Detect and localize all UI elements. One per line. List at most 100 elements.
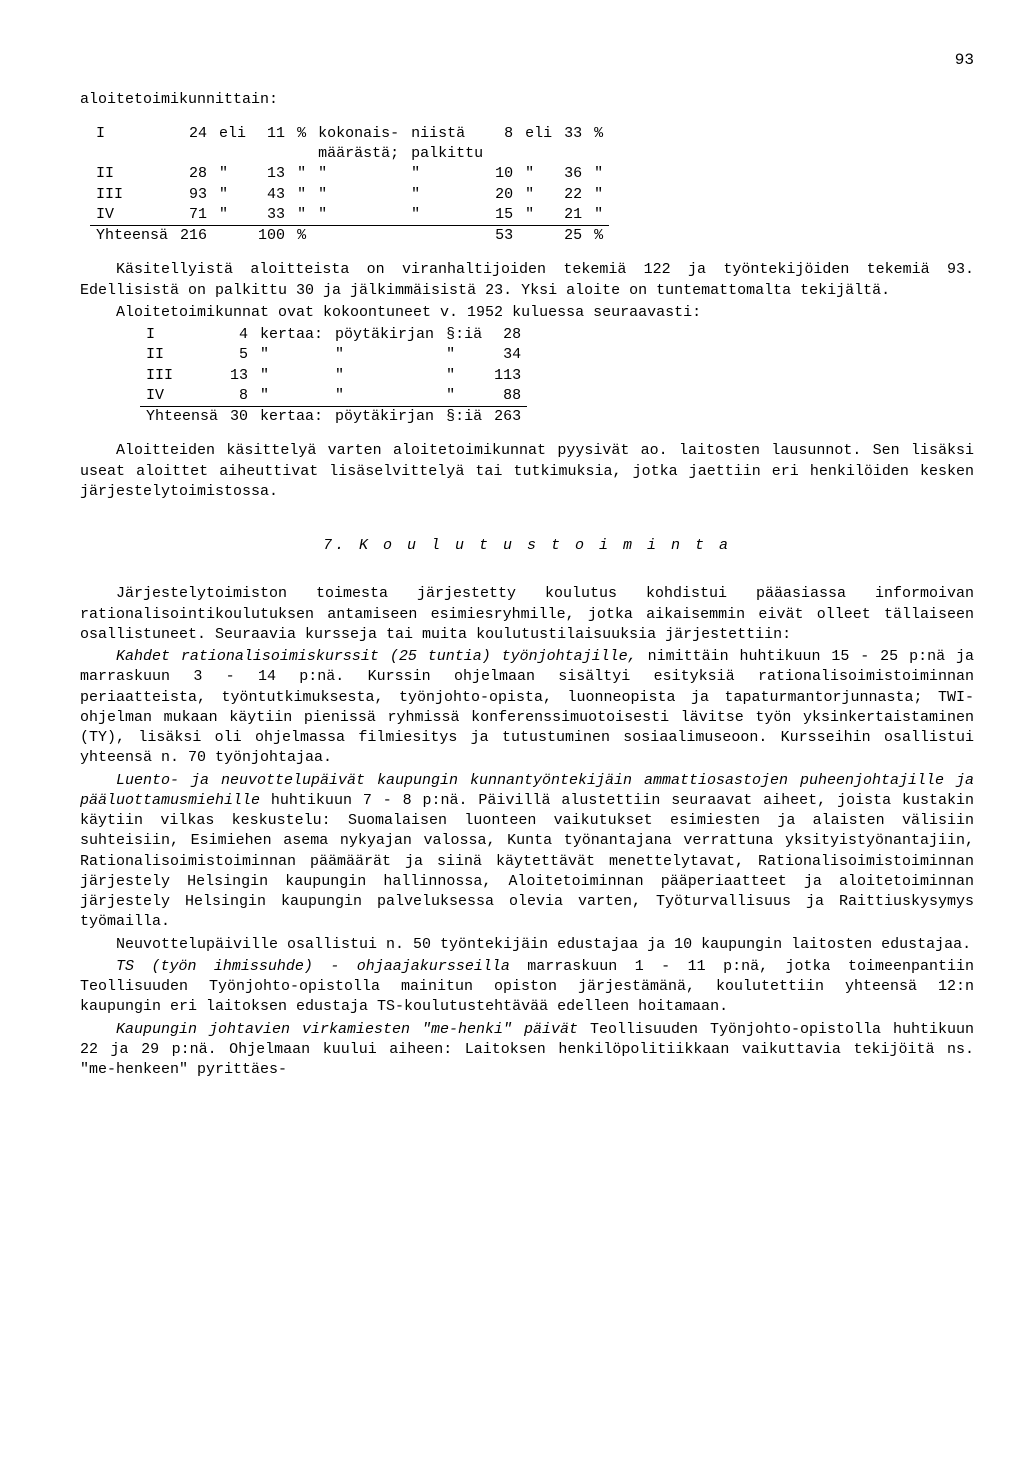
table-cell: " bbox=[312, 164, 405, 184]
table-cell: pöytäkirjan bbox=[329, 325, 440, 345]
table-cell: 25 bbox=[558, 226, 588, 247]
paragraph-6: Luento- ja neuvottelupäivät kaupungin ku… bbox=[80, 771, 974, 933]
table-cell: " bbox=[405, 185, 489, 205]
table-cell: " bbox=[254, 366, 329, 386]
table-cell: 33 bbox=[252, 205, 291, 226]
page-number: 93 bbox=[80, 50, 974, 72]
table-cell: % bbox=[588, 124, 609, 144]
table-cell: 216 bbox=[174, 226, 213, 247]
table-cell: % bbox=[291, 124, 312, 144]
table-cell: IV bbox=[90, 205, 174, 226]
table-row: II28"13"""10"36" bbox=[90, 164, 609, 184]
table-cell: " bbox=[291, 205, 312, 226]
table-cell: 8 bbox=[489, 124, 519, 144]
table-cell: 5 bbox=[224, 345, 254, 365]
table-cell: " bbox=[213, 164, 252, 184]
table-cell: niistä bbox=[405, 124, 489, 144]
table-cell: " bbox=[254, 386, 329, 407]
table-row: IV8"""88 bbox=[140, 386, 527, 407]
table-cell: " bbox=[291, 185, 312, 205]
table-cell: eli bbox=[213, 124, 252, 144]
table-cell: 13 bbox=[252, 164, 291, 184]
table-cell: 11 bbox=[252, 124, 291, 144]
paragraph-1: Käsitellyistä aloitteista on viranhaltij… bbox=[80, 260, 974, 301]
table-cell: " bbox=[291, 164, 312, 184]
table-row: IV71"33"""15"21" bbox=[90, 205, 609, 226]
table-cell: I bbox=[140, 325, 224, 345]
table-cell: III bbox=[90, 185, 174, 205]
paragraph-8: TS (työn ihmissuhde) - ohjaajakursseilla… bbox=[80, 957, 974, 1018]
table-cell: 4 bbox=[224, 325, 254, 345]
table-cell: " bbox=[312, 185, 405, 205]
table-cell: eli bbox=[519, 124, 558, 144]
table-cell: " bbox=[405, 164, 489, 184]
table-cell: II bbox=[90, 164, 174, 184]
table-cell bbox=[405, 226, 489, 247]
table-cell: 53 bbox=[489, 226, 519, 247]
table-row: III93"43"""20"22" bbox=[90, 185, 609, 205]
table-cell bbox=[213, 226, 252, 247]
table-cell: IV bbox=[140, 386, 224, 407]
table-cell: 21 bbox=[558, 205, 588, 226]
section-title-7: 7. K o u l u t u s t o i m i n t a bbox=[80, 536, 974, 556]
table-cell bbox=[90, 144, 174, 164]
table-cell: " bbox=[440, 345, 488, 365]
table-cell bbox=[213, 144, 252, 164]
table-cell: 15 bbox=[489, 205, 519, 226]
table-cell: kertaa: bbox=[254, 325, 329, 345]
table-cell: 22 bbox=[558, 185, 588, 205]
table-cell: " bbox=[329, 345, 440, 365]
table-cell: 34 bbox=[488, 345, 527, 365]
table-cell: kertaa: bbox=[254, 407, 329, 428]
table-row-sum: Yhteensä30kertaa:pöytäkirjan§:iä263 bbox=[140, 407, 527, 428]
table-cell bbox=[252, 144, 291, 164]
table-cell: 28 bbox=[174, 164, 213, 184]
table-row: II5"""34 bbox=[140, 345, 527, 365]
text-6b: huhtikuun 7 - 8 p:nä. Päivillä alustetti… bbox=[80, 792, 974, 931]
table-cell: " bbox=[440, 386, 488, 407]
table-cell: §:iä bbox=[440, 325, 488, 345]
table-cell: 28 bbox=[488, 325, 527, 345]
table-cell: " bbox=[329, 386, 440, 407]
table-cell: % bbox=[588, 226, 609, 247]
table-cell: 20 bbox=[489, 185, 519, 205]
table-cell: " bbox=[213, 205, 252, 226]
table-cell: 30 bbox=[224, 407, 254, 428]
paragraph-3: Aloitteiden käsittelyä varten aloitetoim… bbox=[80, 441, 974, 502]
table-cell: " bbox=[312, 205, 405, 226]
table-cell bbox=[291, 144, 312, 164]
table-cell bbox=[174, 144, 213, 164]
table-cell: " bbox=[588, 185, 609, 205]
table-cell: " bbox=[329, 366, 440, 386]
table-cell: 88 bbox=[488, 386, 527, 407]
table-cell bbox=[558, 144, 588, 164]
heading-aloitetoimikunnittain: aloitetoimikunnittain: bbox=[80, 90, 974, 110]
text-5b: nimittäin huhtikuun 15 - 25 p:nä ja marr… bbox=[80, 648, 974, 766]
emph-9a: Kaupungin johtavien virkamiesten "me-hen… bbox=[116, 1021, 578, 1038]
table-cell: " bbox=[440, 366, 488, 386]
committee-table-1: I24eli11%kokonais-niistä8eli33%määrästä;… bbox=[90, 124, 609, 247]
paragraph-2: Aloitetoimikunnat ovat kokoontuneet v. 1… bbox=[80, 303, 974, 323]
table-cell: määrästä; bbox=[312, 144, 405, 164]
table-cell: II bbox=[140, 345, 224, 365]
table-cell: " bbox=[588, 164, 609, 184]
table-cell: " bbox=[588, 205, 609, 226]
table-cell: " bbox=[213, 185, 252, 205]
table-cell: Yhteensä bbox=[140, 407, 224, 428]
table-cell: 24 bbox=[174, 124, 213, 144]
table-cell: §:iä bbox=[440, 407, 488, 428]
paragraph-5: Kahdet rationalisoimiskurssit (25 tuntia… bbox=[80, 647, 974, 769]
table-cell: " bbox=[405, 205, 489, 226]
paragraph-4: Järjestelytoimiston toimesta järjestetty… bbox=[80, 584, 974, 645]
table-cell bbox=[312, 226, 405, 247]
emph-8a: TS (työn ihmissuhde) - ohjaajakursseilla bbox=[116, 958, 510, 975]
table-cell: 8 bbox=[224, 386, 254, 407]
table-cell bbox=[519, 144, 558, 164]
table-cell: 10 bbox=[489, 164, 519, 184]
table-cell: " bbox=[519, 164, 558, 184]
table-cell bbox=[519, 226, 558, 247]
table-cell: 100 bbox=[252, 226, 291, 247]
table-cell: 13 bbox=[224, 366, 254, 386]
committee-table-2: I4kertaa:pöytäkirjan§:iä28II5"""34III13"… bbox=[140, 325, 527, 427]
table-cell bbox=[588, 144, 609, 164]
